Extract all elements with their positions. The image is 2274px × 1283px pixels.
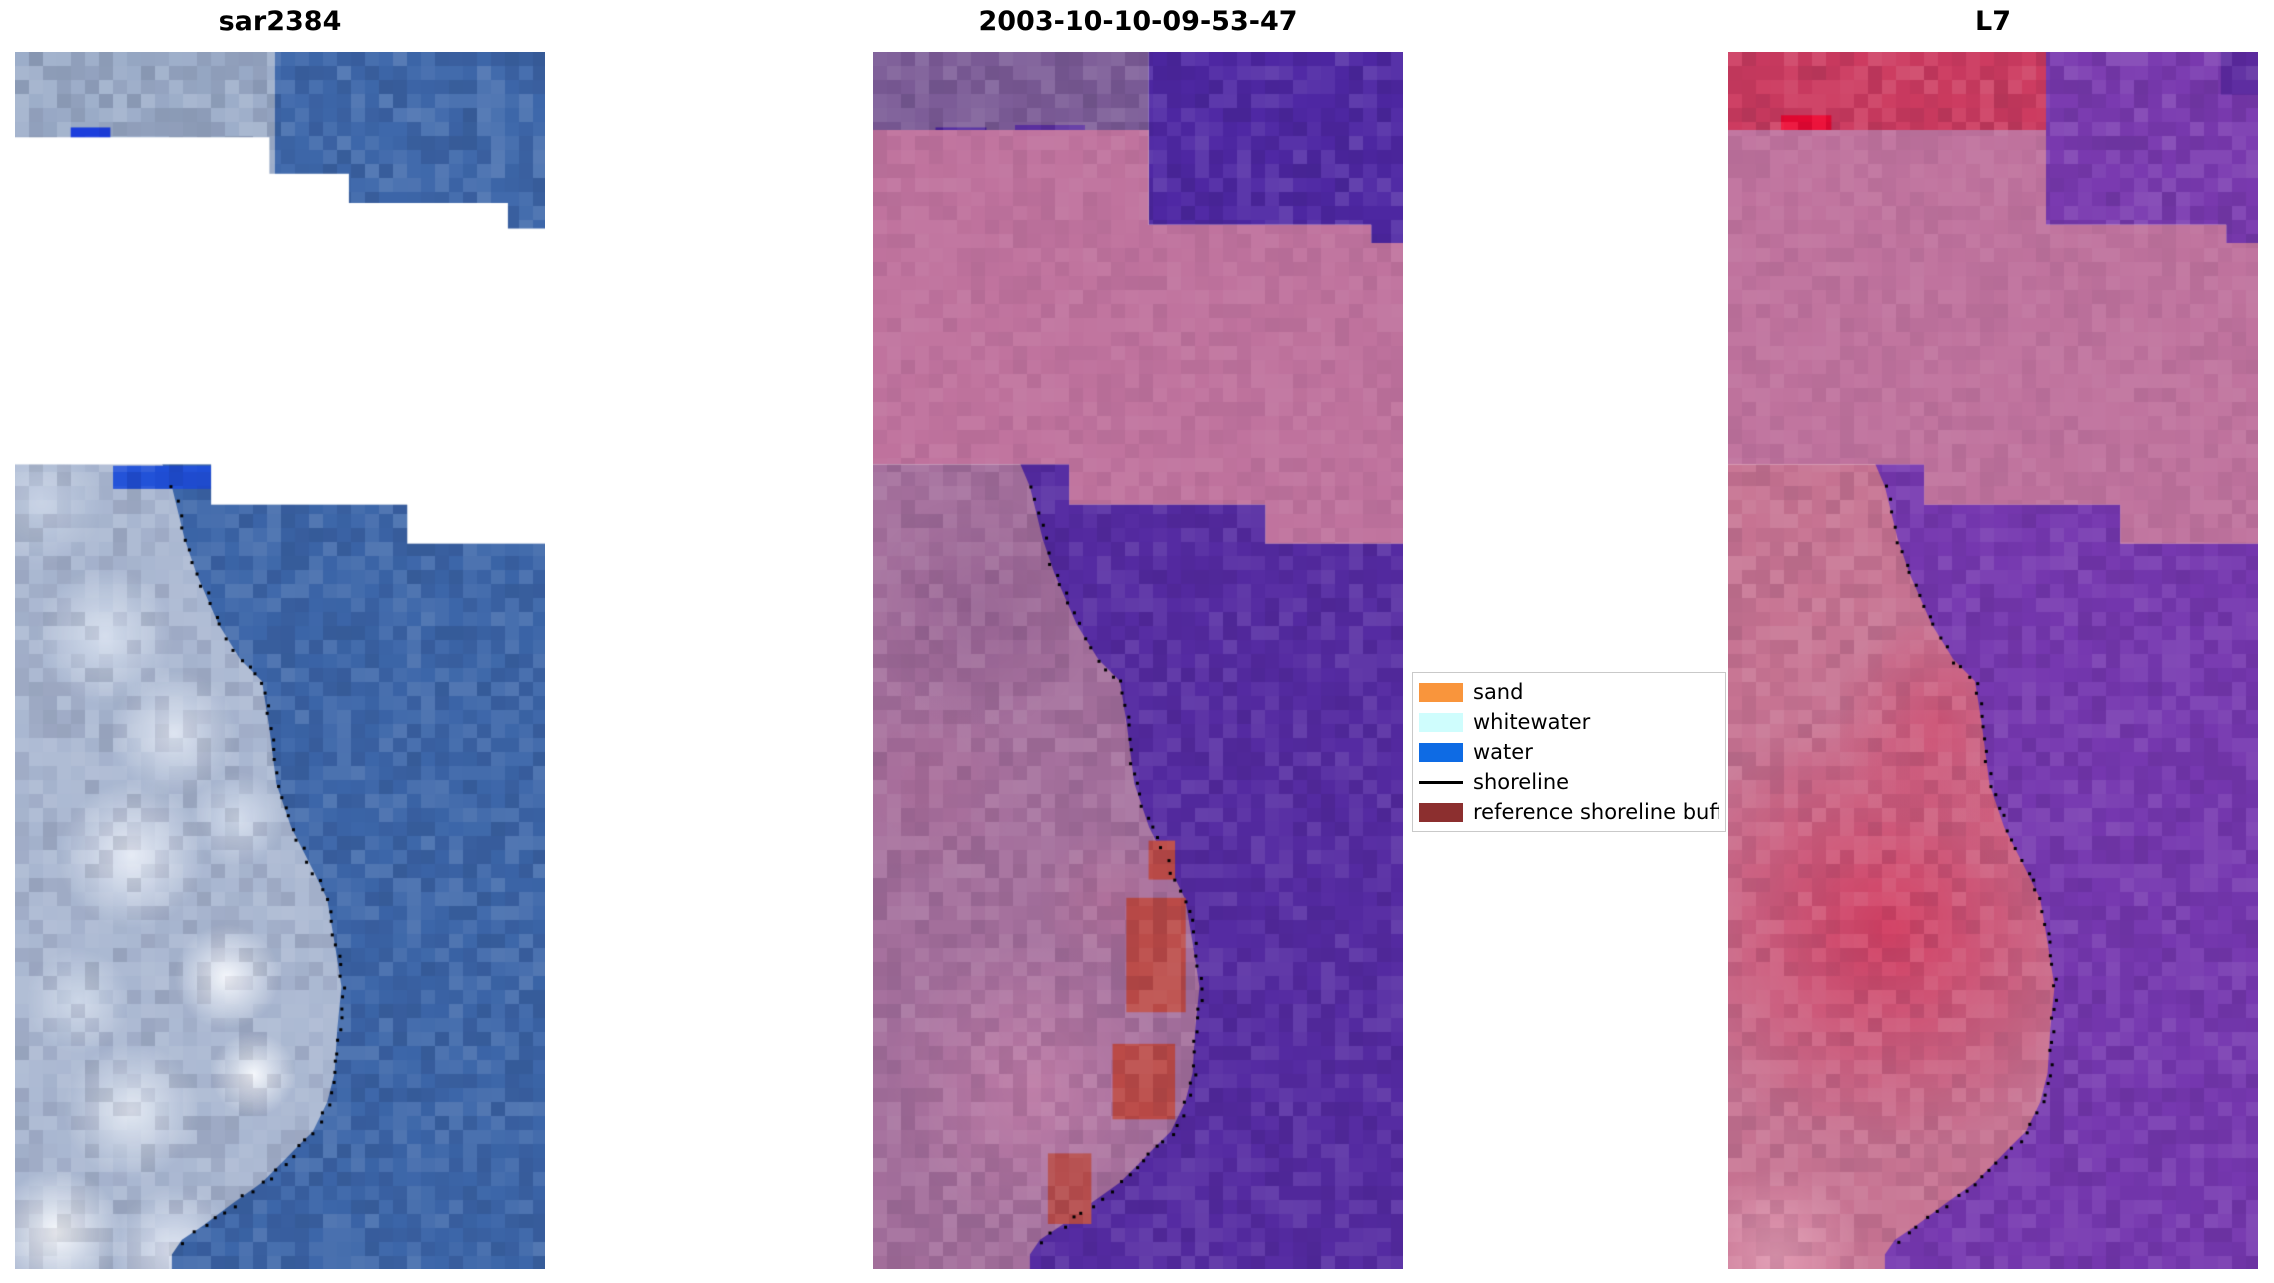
- legend-label: shoreline: [1473, 770, 1570, 794]
- panel-title-sar2384: sar2384: [218, 6, 342, 37]
- classified-scene-image-panel: [873, 52, 1403, 1269]
- sar-image-panel: [15, 52, 545, 1269]
- legend-label: sand: [1473, 680, 1524, 704]
- legend-color-swatch: [1419, 802, 1463, 822]
- legend-label: water: [1473, 740, 1533, 764]
- landsat7-image-panel: [1728, 52, 2258, 1269]
- legend-box: sand whitewater water shoreline reference sh…: [1412, 672, 1726, 832]
- legend-item-water: water: [1419, 737, 1719, 767]
- legend-color-swatch: [1419, 742, 1463, 762]
- legend-item-sand: sand: [1419, 677, 1719, 707]
- legend-color-swatch: [1419, 682, 1463, 702]
- legend-item-whitewater: whitewater: [1419, 707, 1719, 737]
- panel-title-scene-timestamp: 2003-10-10-09-53-47: [978, 6, 1298, 37]
- legend-line-swatch: [1419, 780, 1463, 784]
- legend-label: whitewater: [1473, 710, 1591, 734]
- legend-label: reference shoreline buff: [1473, 800, 1719, 824]
- legend-item-shoreline: shoreline: [1419, 767, 1719, 797]
- legend-color-swatch: [1419, 712, 1463, 732]
- panel-title-l7: L7: [1975, 6, 2011, 37]
- legend-item-reference: reference shoreline buff: [1419, 797, 1719, 827]
